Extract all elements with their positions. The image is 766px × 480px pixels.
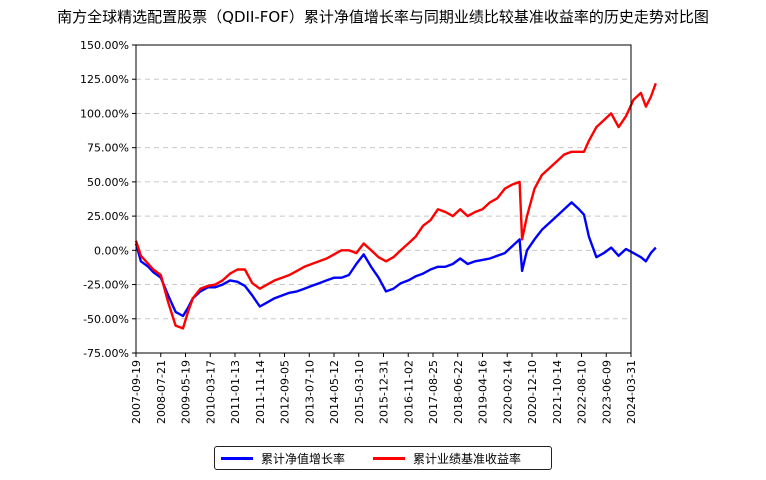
y-tick-label: 50.00% — [87, 176, 129, 189]
x-tick-label: 2011-01-13 — [229, 360, 242, 424]
y-axis: 150.00% 125.00% 100.00% 75.00% 50.00% 25.00% 0… — [80, 39, 136, 360]
y-tick-label: -25.00% — [83, 279, 129, 292]
legend: 累计净值增长率 累计业绩基准收益率 — [214, 446, 552, 470]
x-axis: 2007-09-19 2008-07-21 2009-05-19 2010-03-17… — [130, 353, 638, 424]
legend-swatch-nav — [221, 456, 253, 460]
x-tick-label: 2021-10-14 — [551, 360, 564, 424]
y-tick-label: -50.00% — [83, 313, 129, 326]
x-tick-label: 2022-08-10 — [576, 360, 589, 424]
legend-item-benchmark: 累计业绩基准收益率 — [367, 450, 521, 467]
x-tick-label: 2008-07-21 — [155, 360, 168, 424]
x-tick-label: 2015-03-10 — [353, 360, 366, 424]
x-tick-label: 2020-02-14 — [501, 360, 514, 424]
x-tick-label: 2010-03-17 — [204, 360, 217, 424]
x-tick-label: 2015-12-31 — [378, 360, 391, 424]
plot-frame — [135, 44, 632, 354]
x-tick-label: 2013-07-10 — [303, 360, 316, 424]
y-tick-label: 100.00% — [80, 107, 129, 120]
y-tick-label: 25.00% — [87, 210, 129, 223]
y-tick-label: 0.00% — [94, 244, 129, 257]
x-tick-label: 2017-08-25 — [427, 360, 440, 424]
x-tick-label: 2023-06-09 — [600, 360, 613, 424]
y-tick-label: 125.00% — [80, 73, 129, 86]
x-tick-label: 2020-12-10 — [526, 360, 539, 424]
gridlines — [136, 78, 631, 320]
x-tick-label: 2007-09-19 — [130, 360, 143, 424]
x-tick-label: 2018-06-22 — [452, 360, 465, 424]
x-tick-label: 2011-11-14 — [254, 360, 267, 424]
x-tick-label: 2009-05-19 — [180, 360, 193, 424]
series-lines — [134, 82, 657, 330]
x-tick-label: 2019-04-16 — [477, 360, 490, 424]
y-tick-label: 75.00% — [87, 142, 129, 155]
chart-title: 南方全球精选配置股票（QDII-FOF）累计净值增长率与同期业绩比较基准收益率的… — [57, 8, 709, 26]
y-tick-label: -75.00% — [83, 347, 129, 360]
x-tick-label: 2016-11-02 — [402, 360, 415, 424]
x-tick-label: 2012-09-05 — [279, 360, 292, 424]
x-tick-label: 2014-05-12 — [328, 360, 341, 424]
legend-swatch-benchmark — [373, 456, 406, 460]
series-line-0 — [134, 201, 657, 318]
y-tick-label: 150.00% — [80, 39, 129, 52]
legend-item-nav: 累计净值增长率 — [215, 450, 345, 467]
legend-label-nav: 累计净值增长率 — [261, 451, 346, 466]
legend-label-benchmark: 累计业绩基准收益率 — [413, 451, 522, 466]
x-tick-label: 2024-03-31 — [625, 360, 638, 424]
series-line-1 — [134, 82, 657, 330]
